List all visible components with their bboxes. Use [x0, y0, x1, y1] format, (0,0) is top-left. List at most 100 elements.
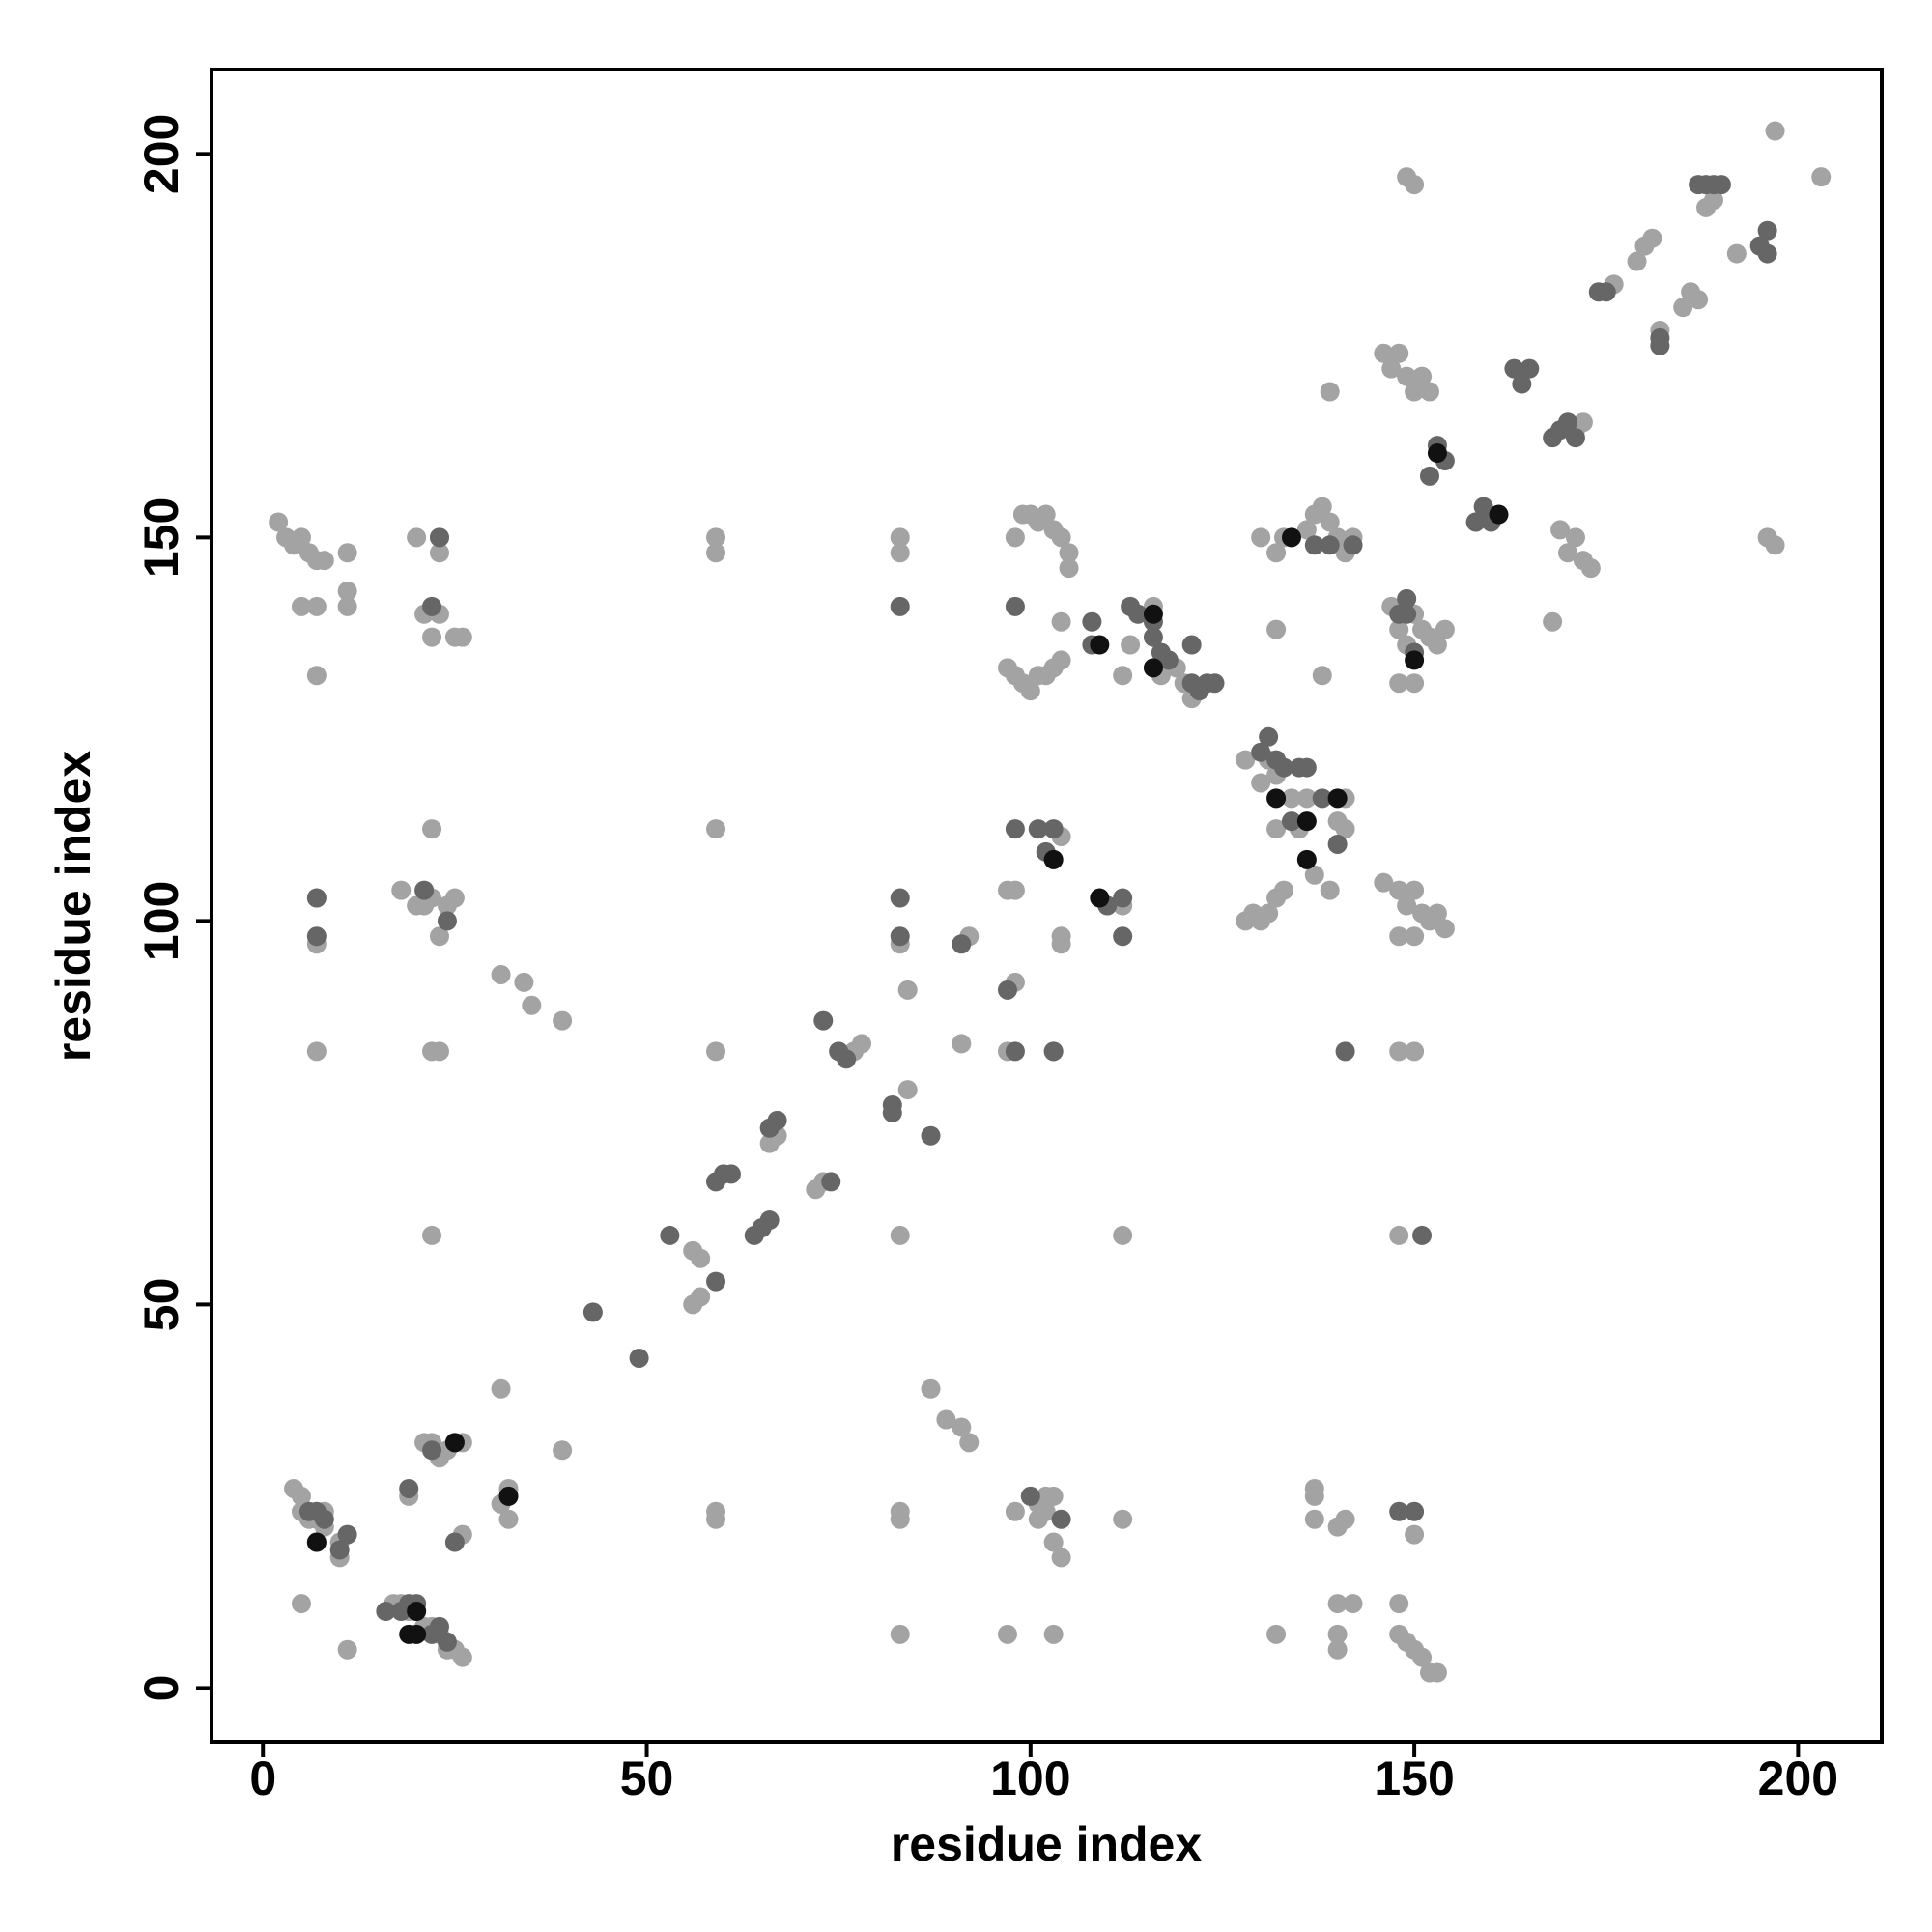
- point: [1335, 1509, 1355, 1529]
- point: [706, 1501, 726, 1521]
- point: [1251, 527, 1271, 548]
- point: [1051, 650, 1071, 670]
- x-axis-label: residue index: [891, 1817, 1203, 1871]
- point: [1405, 1501, 1425, 1521]
- point: [306, 888, 327, 908]
- point: [1412, 366, 1433, 386]
- point: [1435, 619, 1455, 639]
- point: [1627, 251, 1647, 271]
- point: [1757, 243, 1777, 264]
- point: [1389, 926, 1409, 947]
- point: [1504, 358, 1524, 379]
- point: [882, 1102, 902, 1122]
- plot-frame: [210, 68, 1884, 1744]
- point: [1005, 596, 1025, 616]
- point: [291, 596, 311, 616]
- point: [890, 926, 910, 947]
- point: [337, 1639, 357, 1660]
- point: [1427, 1662, 1447, 1683]
- point: [414, 880, 435, 900]
- point: [1236, 750, 1256, 770]
- point: [706, 527, 726, 548]
- point: [1374, 343, 1394, 363]
- point: [1811, 167, 1832, 187]
- point: [1327, 1624, 1348, 1644]
- point: [1020, 1486, 1040, 1506]
- y-tick-label: 200: [134, 114, 188, 194]
- point: [1090, 888, 1110, 908]
- point: [1711, 175, 1731, 195]
- point: [1051, 527, 1071, 548]
- point: [1043, 849, 1064, 869]
- point: [1565, 428, 1585, 448]
- point: [1113, 1225, 1133, 1245]
- point: [1757, 220, 1777, 241]
- point: [660, 1225, 680, 1245]
- point: [407, 1624, 427, 1644]
- point: [1650, 327, 1670, 348]
- point: [890, 543, 910, 563]
- point: [1397, 366, 1417, 386]
- point: [721, 1164, 741, 1184]
- point: [1266, 819, 1287, 839]
- x-tick-label: 50: [620, 1751, 674, 1805]
- point: [1427, 635, 1447, 655]
- point: [1558, 412, 1578, 433]
- point: [1689, 290, 1709, 310]
- point: [1005, 1501, 1025, 1521]
- point: [1090, 635, 1110, 655]
- point: [291, 1486, 311, 1506]
- point: [1051, 1548, 1071, 1568]
- point: [437, 911, 457, 931]
- point: [1573, 412, 1593, 433]
- point: [1389, 1594, 1409, 1614]
- point: [1051, 1509, 1071, 1529]
- point: [1389, 1501, 1409, 1521]
- point: [1296, 788, 1317, 809]
- point: [553, 1440, 573, 1461]
- point: [1765, 535, 1785, 555]
- point: [1389, 673, 1409, 694]
- point: [952, 1034, 972, 1054]
- point: [1051, 611, 1071, 632]
- point: [1550, 520, 1571, 540]
- point: [1304, 1486, 1324, 1506]
- point: [491, 964, 511, 984]
- point: [1274, 880, 1294, 900]
- point: [429, 926, 449, 947]
- point: [498, 1509, 519, 1529]
- point: [890, 1624, 910, 1644]
- point: [1005, 880, 1025, 900]
- point: [1435, 919, 1455, 939]
- point: [1266, 543, 1287, 563]
- point: [1113, 926, 1133, 947]
- point: [407, 527, 427, 548]
- point: [1320, 880, 1340, 900]
- point: [1427, 443, 1447, 464]
- point: [1181, 635, 1202, 655]
- point: [422, 1225, 442, 1245]
- point: [1320, 535, 1340, 555]
- point: [952, 934, 972, 954]
- point: [337, 581, 357, 601]
- point: [444, 888, 465, 908]
- point: [1043, 1486, 1064, 1506]
- point: [813, 1010, 834, 1031]
- point: [1320, 512, 1340, 532]
- point: [306, 596, 327, 616]
- point: [1489, 504, 1509, 525]
- point: [1389, 343, 1409, 363]
- point: [1381, 358, 1402, 379]
- point: [1143, 604, 1163, 624]
- point: [1113, 888, 1133, 908]
- point: [1121, 635, 1141, 655]
- x-tick-label: 200: [1758, 1751, 1838, 1805]
- point: [1296, 811, 1317, 832]
- point: [1335, 1041, 1355, 1062]
- point: [1043, 1624, 1064, 1644]
- point: [691, 1287, 711, 1307]
- point: [1113, 666, 1133, 686]
- point: [890, 527, 910, 548]
- point: [429, 1616, 449, 1636]
- point: [691, 1248, 711, 1268]
